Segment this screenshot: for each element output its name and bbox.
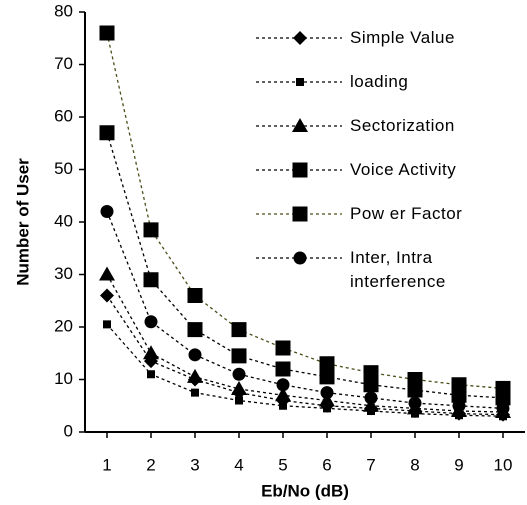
marker (319, 392, 335, 407)
marker (99, 125, 115, 141)
legend-marker (296, 78, 304, 86)
x-tick-label: 6 (322, 455, 331, 474)
y-axis-title: Number of User (13, 158, 32, 286)
marker (235, 396, 243, 405)
x-tick-label: 5 (278, 455, 287, 474)
marker (279, 401, 287, 410)
legend-entry: Inter, Intra interference (250, 242, 522, 294)
y-tick-label: 20 (54, 316, 73, 335)
legend: Simple Value loading Sectorization Voice Ac… (250, 22, 522, 294)
marker (188, 348, 202, 362)
marker (231, 348, 247, 364)
y-tick-label: 10 (54, 369, 73, 388)
marker (363, 377, 379, 393)
marker (143, 222, 159, 238)
series-line (106, 211, 504, 410)
marker (100, 205, 114, 218)
legend-label: loading (350, 72, 409, 91)
series-line (106, 132, 504, 399)
legend-entry: Voice Activity (250, 154, 522, 198)
marker (275, 387, 291, 402)
marker (407, 372, 423, 387)
x-tick-label: 3 (190, 455, 199, 474)
x-axis-title: Eb/No (dB) (261, 481, 349, 500)
marker (275, 361, 291, 377)
legend-key (256, 162, 342, 178)
legend-label: Simple Value (350, 28, 455, 47)
y-tick-label: 40 (54, 211, 73, 230)
marker (231, 380, 247, 395)
y-tick-label: 50 (54, 159, 73, 178)
legend-marker (292, 162, 308, 178)
y-tick-label: 0 (64, 421, 73, 440)
x-tick-label: 9 (454, 455, 463, 474)
marker (451, 377, 467, 393)
marker (275, 340, 291, 356)
legend-key (256, 251, 342, 265)
legend-label: Sectorization (350, 116, 455, 135)
legend-label: Voice Activity (350, 160, 457, 179)
x-tick-label: 7 (366, 455, 375, 474)
marker (187, 322, 203, 338)
legend-key (256, 118, 342, 132)
x-tick-label: 4 (234, 455, 243, 474)
marker (187, 288, 203, 303)
marker (276, 378, 290, 392)
x-tick-label: 10 (494, 455, 513, 474)
marker (496, 401, 510, 415)
x-tick-label: 2 (146, 455, 155, 474)
marker (319, 369, 335, 385)
marker (143, 272, 159, 288)
marker (452, 399, 466, 413)
legend-label: Pow er Factor (350, 204, 463, 223)
marker (363, 397, 379, 412)
legend-entry: Simple Value (250, 22, 522, 66)
legend-marker (293, 251, 307, 265)
legend-marker (292, 118, 308, 132)
marker (144, 315, 158, 329)
y-tick-label: 60 (54, 106, 73, 125)
series-line (106, 323, 504, 417)
marker (319, 356, 335, 372)
marker (99, 25, 115, 41)
legend-marker (293, 31, 307, 45)
legend-key (256, 31, 342, 45)
x-tick-label: 1 (102, 455, 111, 474)
marker (408, 396, 422, 410)
legend-label: Inter, Intra interference (350, 248, 446, 291)
marker (100, 288, 114, 303)
marker (495, 380, 511, 396)
series-line (106, 32, 504, 390)
marker (231, 322, 247, 338)
marker (103, 320, 111, 329)
marker (147, 370, 155, 379)
x-tick-label: 8 (410, 455, 419, 474)
legend-key (256, 206, 342, 222)
marker (232, 367, 246, 381)
marker (187, 368, 203, 383)
marker (191, 388, 199, 397)
marker (320, 386, 334, 400)
series-line (106, 274, 504, 413)
legend-entry: Sectorization (250, 110, 522, 154)
legend-entry: loading (250, 66, 522, 110)
y-tick-label: 70 (54, 54, 73, 73)
marker (143, 345, 159, 360)
marker (364, 391, 378, 405)
legend-marker (292, 206, 308, 222)
y-tick-label: 30 (54, 264, 73, 283)
series-line (106, 295, 504, 416)
marker (99, 266, 115, 281)
marker (363, 365, 379, 381)
legend-entry: Pow er Factor (250, 198, 522, 242)
legend-key (256, 78, 342, 86)
y-tick-label: 80 (54, 1, 73, 20)
marker (323, 404, 331, 413)
